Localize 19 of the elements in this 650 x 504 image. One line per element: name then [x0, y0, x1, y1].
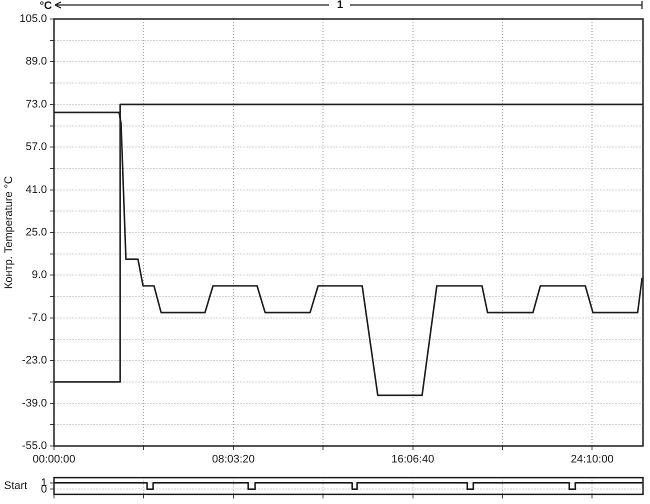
- y-tick-label: 105.0: [19, 13, 47, 26]
- y-tick-label: 9.0: [32, 269, 47, 282]
- x-tick-label: 16:06:40: [391, 454, 434, 466]
- y-tick-label: -7.0: [28, 312, 47, 324]
- x-tick-label: 08:03:20: [212, 454, 255, 466]
- x-tick-label: 24:10:00: [570, 454, 614, 466]
- y-axis-title: Start: [4, 480, 28, 492]
- y-axis-title: Контр. Temperature °C: [3, 176, 16, 290]
- y-tick-label: -23.0: [22, 354, 47, 367]
- text: 1: [336, 0, 344, 12]
- text: °C: [40, 0, 52, 12]
- y-tick-label: 73.0: [26, 98, 47, 110]
- y-tick-label: 89.0: [26, 56, 47, 68]
- y-tick-label: -55.0: [22, 440, 47, 452]
- x-tick-label: 00:00:00: [32, 454, 76, 466]
- y-tick-label: 41.0: [26, 184, 47, 196]
- y-tick-label: 57.0: [26, 141, 47, 154]
- y-tick-label: 25.0: [26, 226, 47, 239]
- y-tick-label: -39.0: [22, 397, 47, 410]
